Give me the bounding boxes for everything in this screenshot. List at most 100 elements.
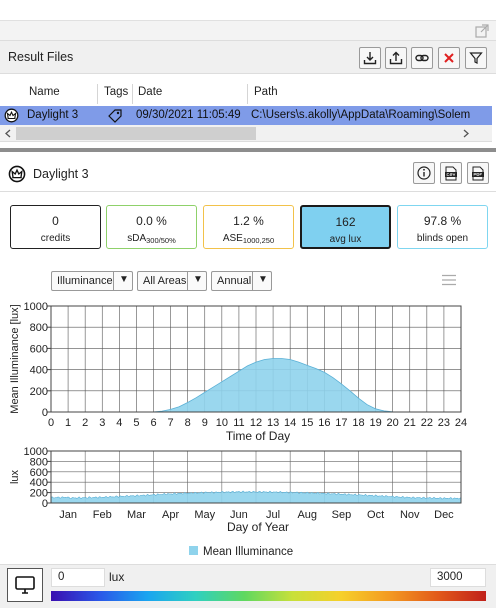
chart1-x-tick-label: 3 bbox=[99, 417, 105, 429]
color-scale-bar: 0 lux 3000 bbox=[0, 564, 496, 608]
chart1-x-tick-label: 23 bbox=[438, 417, 450, 429]
metric-sda[interactable]: 0.0 % sDA300/50% bbox=[106, 205, 197, 249]
scale-min-input[interactable]: 0 bbox=[51, 568, 105, 587]
column-separator[interactable] bbox=[247, 84, 248, 104]
column-header-name[interactable]: Name bbox=[29, 86, 60, 98]
chevron-left-icon[interactable] bbox=[4, 129, 12, 138]
link-button[interactable] bbox=[411, 47, 433, 69]
chart2-x-tick-label: Feb bbox=[93, 509, 112, 521]
table-row[interactable]: Daylight 3 09/30/2021 11:05:49 C:\Users\… bbox=[0, 106, 492, 125]
metric-ase[interactable]: 1.2 % ASE1000,250 bbox=[203, 205, 294, 249]
chart1-y-tick-label: 600 bbox=[30, 343, 48, 355]
close-icon bbox=[444, 53, 454, 63]
chart2-x-tick-label: Mar bbox=[127, 509, 146, 521]
scale-max-input[interactable]: 3000 bbox=[430, 568, 486, 587]
chart2-x-tick-label: May bbox=[194, 509, 215, 521]
dropdown-arrow-icon: ▼ bbox=[258, 274, 268, 285]
row-name: Daylight 3 bbox=[27, 109, 79, 121]
metric-label: sDA300/50% bbox=[107, 233, 196, 245]
daylight-result-icon bbox=[8, 165, 26, 183]
download-button[interactable] bbox=[359, 47, 381, 69]
metric-avg-lux[interactable]: 162 avg lux bbox=[300, 205, 391, 249]
export-pdf-button[interactable] bbox=[467, 162, 489, 184]
chart1-x-tick-label: 4 bbox=[116, 417, 122, 429]
chart2-x-tick-label: Jul bbox=[266, 509, 280, 521]
chart1-x-tick-label: 0 bbox=[48, 417, 54, 429]
metric-label-sub: 300/50% bbox=[146, 236, 176, 245]
chart1-y-tick-label: 400 bbox=[30, 365, 48, 377]
chart1-x-axis-label: Time of Day bbox=[226, 429, 290, 443]
link-icon bbox=[415, 54, 429, 62]
scrollbar-thumb[interactable] bbox=[16, 127, 256, 140]
chart1-x-tick-label: 22 bbox=[421, 417, 433, 429]
charts: 0 1 2 3 4 5 6 7 8 9 10 11 12 13 14 15 16 17 18 19 20 21 22 23 24… bbox=[9, 301, 467, 558]
download-icon bbox=[363, 52, 377, 65]
column-header-path[interactable]: Path bbox=[254, 86, 278, 98]
chart1-frame bbox=[50, 305, 462, 413]
chart2-x-tick-label: Jan bbox=[59, 509, 77, 521]
filter-button[interactable] bbox=[465, 47, 487, 69]
metric-label: ASE1000,250 bbox=[204, 233, 293, 245]
chart2-x-tick-label: Aug bbox=[297, 509, 317, 521]
daylight-title: Daylight 3 bbox=[33, 167, 89, 181]
chart1-x-tick-label: 6 bbox=[150, 417, 156, 429]
column-header-tags[interactable]: Tags bbox=[104, 86, 129, 98]
export-csv-button[interactable] bbox=[440, 162, 462, 184]
tag-icon[interactable] bbox=[107, 108, 123, 123]
column-separator[interactable] bbox=[97, 84, 98, 104]
legend-swatch bbox=[189, 546, 198, 555]
expand-icon[interactable] bbox=[474, 23, 490, 39]
chart1-x-tick-label: 13 bbox=[267, 417, 279, 429]
upload-button[interactable] bbox=[385, 47, 407, 69]
area-select[interactable]: All Areas ▼ bbox=[137, 271, 207, 291]
chart1-x-tick-label: 15 bbox=[301, 417, 313, 429]
chevron-right-icon[interactable] bbox=[462, 129, 470, 138]
chart1-x-tick-label: 16 bbox=[318, 417, 330, 429]
chart2-frame bbox=[50, 450, 462, 504]
period-select[interactable]: Annual ▼ bbox=[211, 271, 272, 291]
chart1-x-tick-label: 1 bbox=[65, 417, 71, 429]
metric-select-value: Illuminance bbox=[57, 275, 113, 287]
metric-value: 162 bbox=[335, 215, 356, 229]
result-files-header: Result Files bbox=[0, 40, 496, 74]
row-path: C:\Users\s.akolly\AppData\Roaming\Solem bbox=[251, 109, 471, 121]
chart2-y-tick-label: 0 bbox=[42, 498, 48, 510]
chart1-x-tick-label: 17 bbox=[335, 417, 347, 429]
metric-value: 0 bbox=[52, 214, 59, 228]
top-toolbar bbox=[0, 20, 496, 40]
daylight-header: Daylight 3 bbox=[0, 156, 496, 192]
csv-file-icon bbox=[445, 166, 457, 180]
daylight-result-icon bbox=[4, 108, 19, 123]
upload-icon bbox=[389, 51, 403, 65]
horizontal-scrollbar[interactable] bbox=[0, 125, 492, 142]
filter-icon bbox=[469, 52, 483, 64]
dropdown-separator bbox=[113, 272, 114, 290]
display-toggle-button[interactable] bbox=[7, 568, 43, 602]
metric-select[interactable]: Illuminance ▼ bbox=[51, 271, 133, 291]
column-header-date[interactable]: Date bbox=[138, 86, 163, 98]
chart1-x-tick-label: 18 bbox=[352, 417, 364, 429]
menu-icon[interactable] bbox=[441, 274, 457, 286]
panel-splitter[interactable] bbox=[0, 148, 496, 152]
metric-blinds-open[interactable]: 97.8 % blinds open bbox=[397, 205, 488, 249]
chart1-x-tick-label: 8 bbox=[185, 417, 191, 429]
chart1-y-axis-label: Mean Illuminance [lux] bbox=[9, 304, 21, 413]
color-scale-gradient bbox=[51, 591, 486, 601]
chart2-x-tick-label: Oct bbox=[367, 509, 384, 521]
metric-label-sub: 1000,250 bbox=[242, 236, 275, 245]
chart2-y-tick-label: 200 bbox=[30, 488, 48, 500]
metric-value: 1.2 % bbox=[233, 214, 264, 228]
chart2-x-tick-label: Nov bbox=[400, 509, 420, 521]
dropdown-separator bbox=[187, 272, 188, 290]
chart2-x-tick-label: Jun bbox=[230, 509, 248, 521]
chart1-x-tick-label: 14 bbox=[284, 417, 296, 429]
scale-unit-label: lux bbox=[109, 570, 125, 584]
area-select-value: All Areas bbox=[143, 275, 187, 287]
column-separator[interactable] bbox=[132, 84, 133, 104]
metric-label-main: ASE bbox=[222, 233, 243, 244]
metric-label-main: sDA bbox=[127, 233, 147, 244]
delete-button[interactable] bbox=[438, 47, 460, 69]
info-button[interactable] bbox=[413, 162, 435, 184]
chart2-area-series bbox=[50, 490, 462, 504]
metric-credits[interactable]: 0 credits bbox=[10, 205, 101, 249]
